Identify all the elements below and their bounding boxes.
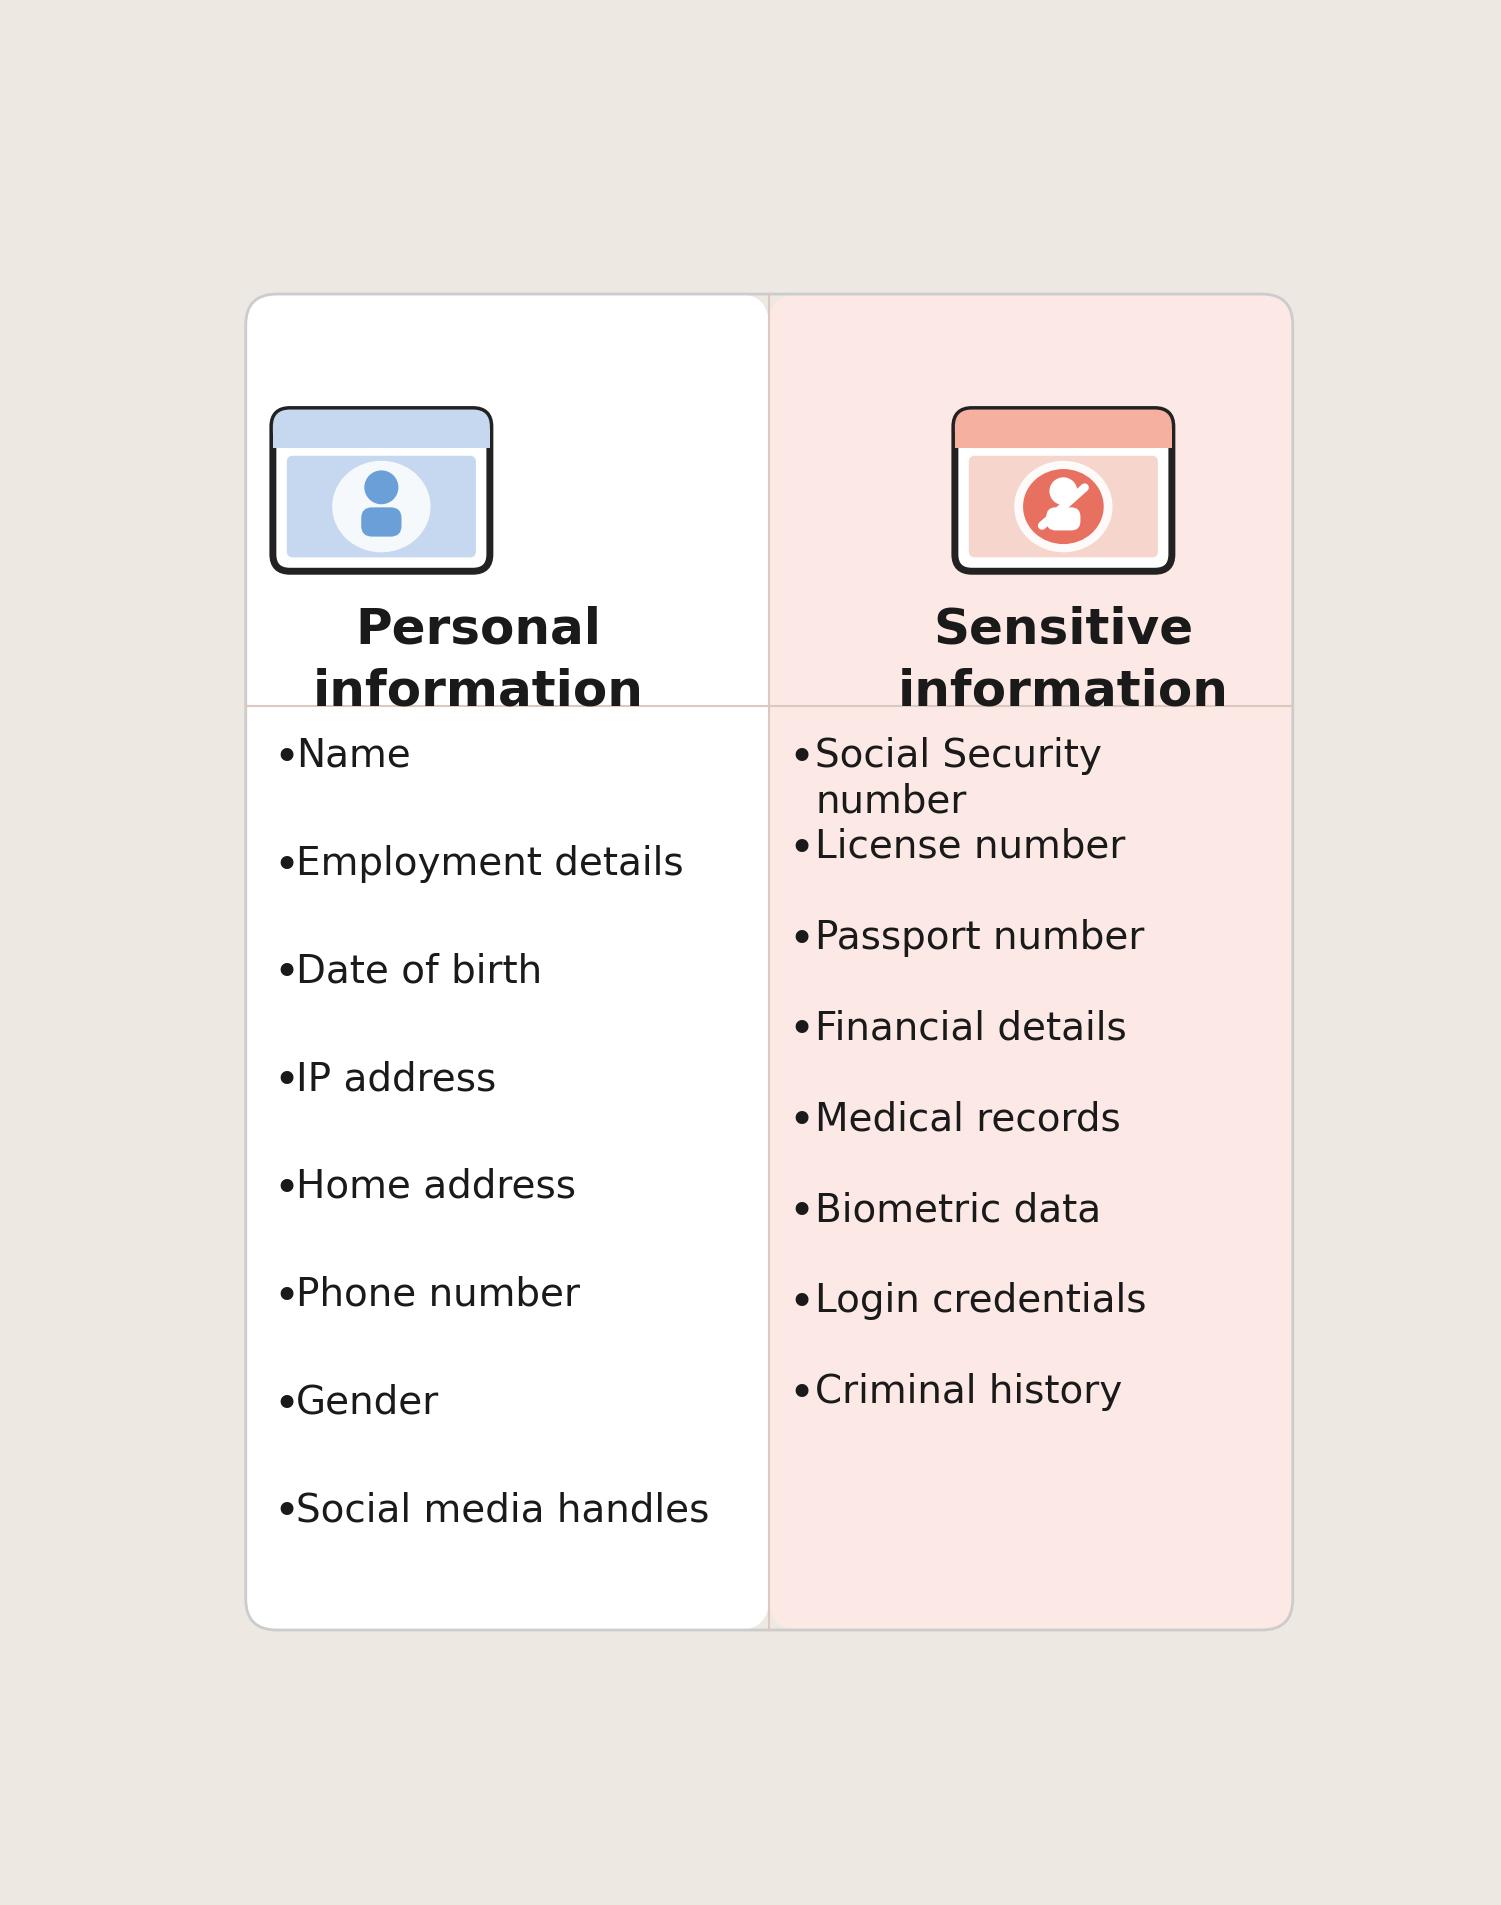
Text: Name: Name	[296, 737, 411, 775]
Text: •: •	[788, 1101, 815, 1143]
Text: •: •	[788, 1191, 815, 1234]
Text: Medical records: Medical records	[815, 1101, 1121, 1139]
FancyBboxPatch shape	[246, 293, 769, 1631]
FancyBboxPatch shape	[955, 410, 1172, 448]
Text: Passport number: Passport number	[815, 918, 1145, 956]
Text: •: •	[273, 1276, 299, 1318]
FancyBboxPatch shape	[273, 429, 489, 448]
Text: Employment details: Employment details	[296, 844, 684, 882]
FancyBboxPatch shape	[1046, 507, 1081, 530]
Text: Personal
information: Personal information	[312, 606, 644, 714]
Text: •: •	[788, 918, 815, 962]
Text: •: •	[273, 952, 299, 996]
Circle shape	[365, 471, 398, 505]
Text: Date of birth: Date of birth	[296, 952, 542, 991]
Text: Login credentials: Login credentials	[815, 1282, 1147, 1320]
FancyBboxPatch shape	[273, 410, 489, 572]
Ellipse shape	[1015, 461, 1112, 552]
Text: •: •	[788, 1374, 815, 1415]
Text: •: •	[788, 1010, 815, 1052]
Text: •: •	[273, 1383, 299, 1427]
Text: Sensitive
information: Sensitive information	[898, 606, 1229, 714]
Text: Biometric data: Biometric data	[815, 1191, 1102, 1229]
Text: •: •	[273, 1492, 299, 1534]
Text: •: •	[273, 1168, 299, 1212]
Text: •: •	[788, 1282, 815, 1326]
Text: Social Security
number: Social Security number	[815, 737, 1102, 821]
Ellipse shape	[332, 461, 431, 552]
Text: License number: License number	[815, 827, 1126, 865]
Text: Financial details: Financial details	[815, 1010, 1127, 1048]
Text: •: •	[273, 737, 299, 779]
Ellipse shape	[1024, 469, 1103, 545]
FancyBboxPatch shape	[362, 507, 402, 537]
Text: Home address: Home address	[296, 1168, 576, 1206]
Text: IP address: IP address	[296, 1061, 497, 1097]
Text: Phone number: Phone number	[296, 1276, 579, 1314]
FancyBboxPatch shape	[273, 410, 489, 448]
FancyBboxPatch shape	[968, 455, 1157, 558]
FancyBboxPatch shape	[287, 455, 476, 558]
Text: Criminal history: Criminal history	[815, 1374, 1123, 1412]
Text: •: •	[788, 827, 815, 871]
Text: •: •	[788, 737, 815, 779]
FancyBboxPatch shape	[769, 293, 1292, 1631]
FancyBboxPatch shape	[955, 429, 1172, 448]
Text: Gender: Gender	[296, 1383, 440, 1421]
Text: Social media handles: Social media handles	[296, 1492, 710, 1530]
FancyBboxPatch shape	[955, 410, 1172, 572]
Text: •: •	[273, 1061, 299, 1103]
Circle shape	[1049, 478, 1078, 505]
Text: •: •	[273, 844, 299, 888]
